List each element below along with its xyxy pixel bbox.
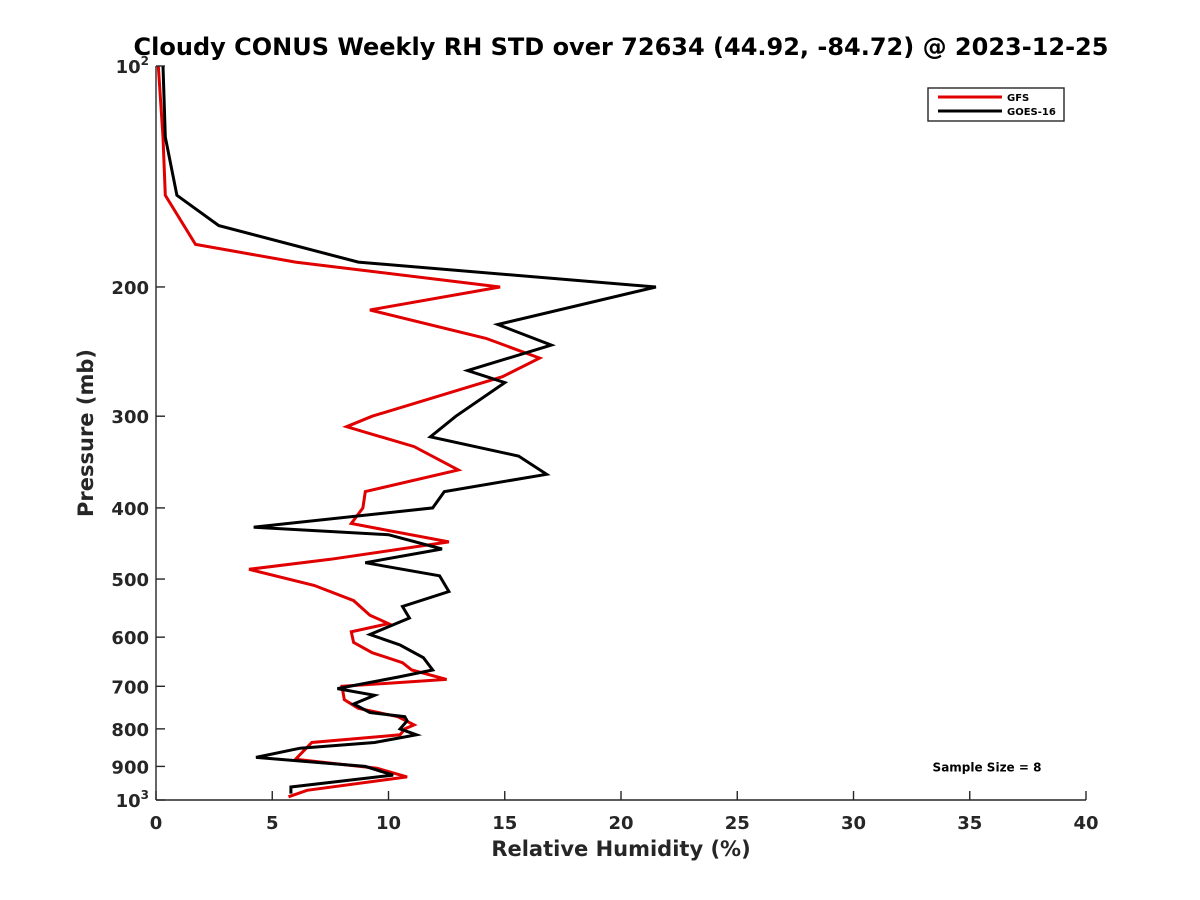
y-tick-label-base: 10 (116, 791, 141, 812)
y-tick-label: 500 (111, 570, 149, 591)
y-tick-label: 102 (116, 54, 149, 78)
y-tick-label: 300 (111, 407, 149, 428)
x-tick-label: 15 (492, 813, 517, 834)
x-tick-label: 20 (608, 813, 633, 834)
y-tick-label-exponent: 3 (141, 788, 149, 802)
x-tick-label: 25 (725, 813, 750, 834)
legend: GFS GOES-16 (927, 87, 1065, 122)
y-axis-label: Pressure (mb) (74, 349, 98, 517)
x-tick-label: 40 (1073, 813, 1098, 834)
y-tick-label-exponent: 2 (141, 54, 149, 68)
chart-title: Cloudy CONUS Weekly RH STD over 72634 (4… (134, 33, 1109, 61)
x-tick-label: 30 (841, 813, 866, 834)
series-line-gfs (156, 65, 544, 799)
plot-area: 0 5 10 15 20 25 30 35 40 10220030040050060070080… (111, 54, 1098, 834)
legend-label-gfs: GFS (1007, 93, 1029, 104)
legend-box (927, 87, 1065, 122)
y-tick-label-base: 10 (116, 57, 141, 78)
x-tick-label: 5 (266, 813, 279, 834)
x-tick-label: 35 (957, 813, 982, 834)
x-axis-label: Relative Humidity (%) (491, 837, 750, 861)
y-tick-label: 900 (111, 757, 149, 778)
y-tick-label: 200 (111, 278, 149, 299)
y-tick-label: 700 (111, 677, 149, 698)
series-line-goes-16 (161, 65, 657, 794)
y-tick-label: 600 (111, 628, 149, 649)
x-axis-ticks: 0 5 10 15 20 25 30 35 40 (150, 791, 1099, 834)
sample-size-annotation: Sample Size = 8 (933, 760, 1042, 774)
y-tick-label: 800 (111, 720, 149, 741)
y-tick-label: 103 (116, 788, 149, 812)
x-tick-label: 0 (150, 813, 163, 834)
y-tick-label: 400 (111, 499, 149, 520)
series-layer (156, 65, 657, 799)
legend-label-goes-16: GOES-16 (1007, 107, 1056, 118)
x-tick-label: 10 (376, 813, 401, 834)
